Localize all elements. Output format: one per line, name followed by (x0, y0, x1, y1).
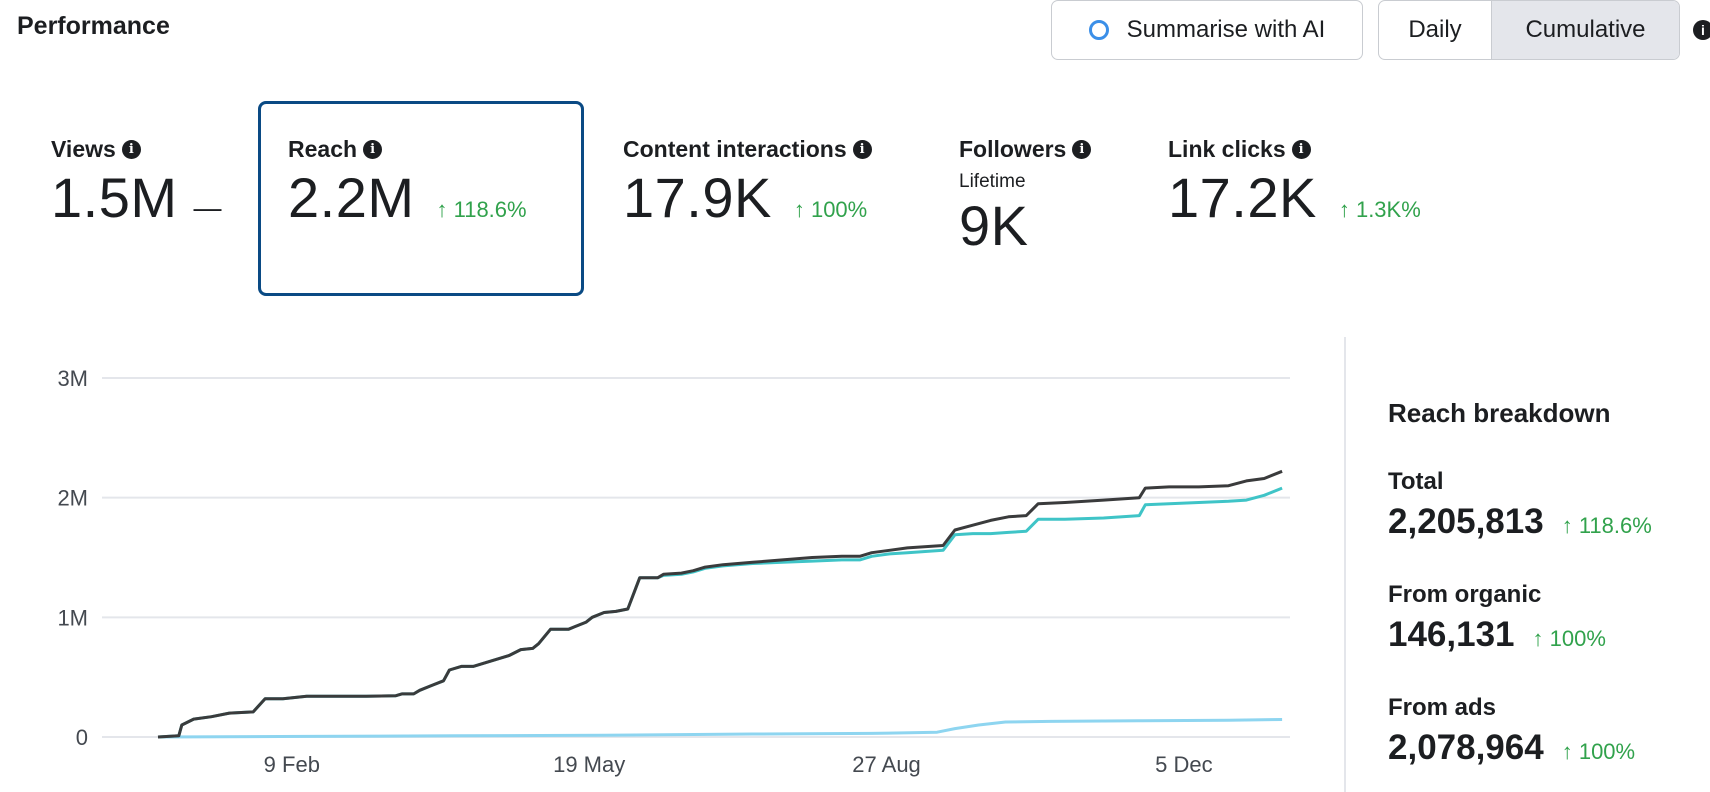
header-info-icon[interactable]: i (1693, 20, 1710, 40)
metric-value: 2.2M (288, 166, 415, 229)
info-icon[interactable]: i (1291, 140, 1311, 159)
breakdown-change: ↑ 100% (1561, 739, 1636, 764)
page-title: Performance (17, 12, 170, 40)
breakdown-value: 146,131 (1388, 615, 1515, 654)
breakdown-label: Total (1388, 468, 1444, 495)
metric-link-clicks[interactable]: Link clicks i 17.2K ↑ 1.3K% (1168, 136, 1421, 230)
breakdown-total: Total 2,205,813 ↑ 118.6% (1388, 468, 1652, 542)
metric-label: Reach (288, 136, 358, 162)
reach-breakdown: Reach breakdown Total 2,205,813 ↑ 118.6%… (1388, 398, 1708, 767)
series-line-from-ads[interactable] (157, 486, 1283, 739)
chart-grid (102, 377, 1290, 738)
x-tick-label: 9 Feb (264, 752, 320, 777)
metric-value: 17.2K (1168, 166, 1317, 229)
reach-line-chart: 3M 2M 1M 0 9 Feb 19 May 27 Aug 5 Dec (57, 366, 1290, 777)
metric-value: 1.5M (51, 166, 178, 229)
metric-label: Link clicks (1168, 136, 1286, 162)
metric-reach-card[interactable] (258, 101, 584, 296)
y-tick-label: 2M (57, 486, 88, 511)
breakdown-label: From organic (1388, 581, 1542, 608)
breakdown-organic: From organic 146,131 ↑ 100% (1388, 581, 1606, 655)
y-tick-label: 0 (76, 725, 88, 750)
info-icon[interactable]: i (852, 140, 872, 159)
summarise-label: Summarise with AI (1126, 16, 1326, 43)
breakdown-value: 2,205,813 (1388, 502, 1544, 541)
metric-reach[interactable]: Reach i 2.2M ↑ 118.6% (288, 136, 527, 230)
breakdown-title: Reach breakdown (1388, 398, 1611, 428)
breakdown-change: ↑ 118.6% (1561, 513, 1652, 538)
metric-label: Content interactions (623, 136, 847, 162)
ai-sparkle-icon (1088, 20, 1109, 40)
info-icon[interactable]: i (363, 140, 383, 159)
breakdown-change: ↑ 100% (1532, 626, 1606, 651)
section-divider (1344, 337, 1346, 792)
chart-series (157, 469, 1283, 739)
metric-sublabel: Lifetime (959, 171, 1026, 192)
toggle-cumulative[interactable]: Cumulative (1492, 1, 1679, 59)
series-line-from-organic[interactable] (157, 718, 1283, 739)
metric-content-interactions[interactable]: Content interactions i 17.9K ↑ 100% (623, 136, 872, 230)
y-tick-label: 1M (57, 605, 88, 630)
metric-change: ↑ 100% (793, 197, 868, 222)
breakdown-label: From ads (1388, 694, 1497, 721)
toggle-daily[interactable]: Daily (1379, 1, 1492, 59)
x-tick-label: 5 Dec (1155, 752, 1212, 777)
metric-label: Followers (959, 136, 1067, 162)
y-tick-label: 3M (57, 366, 88, 391)
breakdown-value: 2,078,964 (1388, 728, 1544, 767)
daily-cumulative-toggle: Daily Cumulative (1378, 0, 1680, 60)
x-tick-label: 27 Aug (852, 752, 921, 777)
series-line-total[interactable] (157, 469, 1283, 739)
x-axis-ticks: 9 Feb 19 May 27 Aug 5 Dec (264, 752, 1213, 777)
metric-label: Views (51, 136, 116, 162)
breakdown-ads: From ads 2,078,964 ↑ 100% (1388, 694, 1635, 768)
metric-views[interactable]: Views i 1.5M — (51, 136, 222, 230)
metric-change: ↑ 118.6% (436, 197, 527, 222)
metric-value: 9K (959, 194, 1029, 257)
metric-change: ↑ 1.3K% (1338, 197, 1421, 222)
metric-value: 17.9K (623, 166, 772, 229)
metric-change: — (193, 192, 222, 223)
info-icon[interactable]: i (121, 140, 141, 159)
summarise-with-ai-button[interactable]: Summarise with AI (1051, 0, 1363, 60)
metric-followers[interactable]: Followers i Lifetime 9K (959, 136, 1092, 258)
y-axis-ticks: 3M 2M 1M 0 (57, 366, 88, 750)
info-icon[interactable]: i (1072, 140, 1092, 159)
x-tick-label: 19 May (553, 752, 625, 777)
